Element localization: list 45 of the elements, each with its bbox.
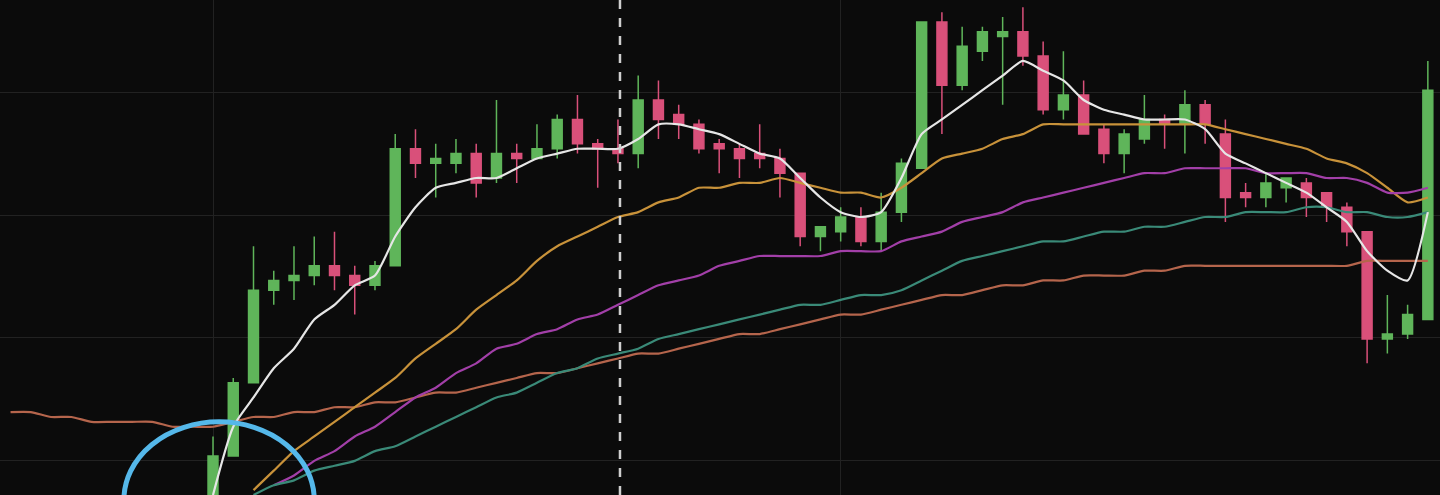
candlestick xyxy=(774,147,786,199)
candlestick xyxy=(733,143,746,179)
candlestick xyxy=(430,143,442,199)
candlestick xyxy=(875,191,887,252)
candlestick xyxy=(288,245,300,301)
candlestick xyxy=(1037,40,1049,116)
candlestick xyxy=(409,128,422,179)
candlestick xyxy=(814,226,827,252)
candlestick xyxy=(247,245,260,384)
candlestick xyxy=(389,133,401,267)
candlestick xyxy=(1219,118,1232,223)
candlestick xyxy=(1199,99,1211,145)
candlestick xyxy=(834,206,847,243)
candlestick xyxy=(1361,230,1373,365)
candlestick xyxy=(652,79,665,140)
candlestick xyxy=(490,99,503,184)
candlestick xyxy=(713,138,725,174)
candlestick xyxy=(693,118,705,155)
candlestick xyxy=(1260,172,1272,209)
candlestick xyxy=(1057,50,1070,121)
candlestick xyxy=(268,269,280,306)
candlestick xyxy=(450,138,462,174)
candlestick xyxy=(1118,128,1130,174)
candlestick xyxy=(1381,294,1394,355)
candlestick xyxy=(855,206,867,248)
candlestick xyxy=(1098,123,1110,165)
candlestick xyxy=(1239,182,1252,209)
candlestick xyxy=(794,172,806,248)
candlestick xyxy=(976,26,989,62)
candlestick xyxy=(956,26,968,91)
candlestick xyxy=(1401,304,1414,340)
candlestick xyxy=(551,113,563,160)
candlestick xyxy=(936,11,948,135)
candlestick xyxy=(470,143,482,199)
candlestick xyxy=(1017,6,1029,67)
candlestick xyxy=(328,230,341,291)
candlestick xyxy=(632,74,644,169)
candlestick xyxy=(571,94,584,155)
candlestick xyxy=(207,435,219,495)
candlestick xyxy=(915,21,928,169)
candlestick xyxy=(531,123,543,160)
candlestick xyxy=(1422,60,1434,321)
candlestick xyxy=(511,143,523,184)
candlestick xyxy=(308,235,320,287)
candlestick xyxy=(996,16,1009,106)
